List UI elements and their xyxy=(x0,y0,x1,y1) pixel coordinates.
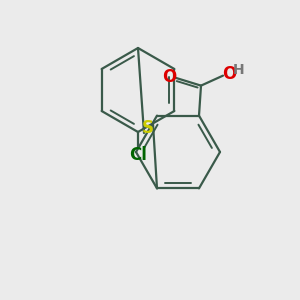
Text: S: S xyxy=(142,119,154,137)
Text: O: O xyxy=(162,68,176,85)
Text: Cl: Cl xyxy=(129,146,147,164)
Text: H: H xyxy=(233,63,245,76)
Text: O: O xyxy=(222,64,236,82)
